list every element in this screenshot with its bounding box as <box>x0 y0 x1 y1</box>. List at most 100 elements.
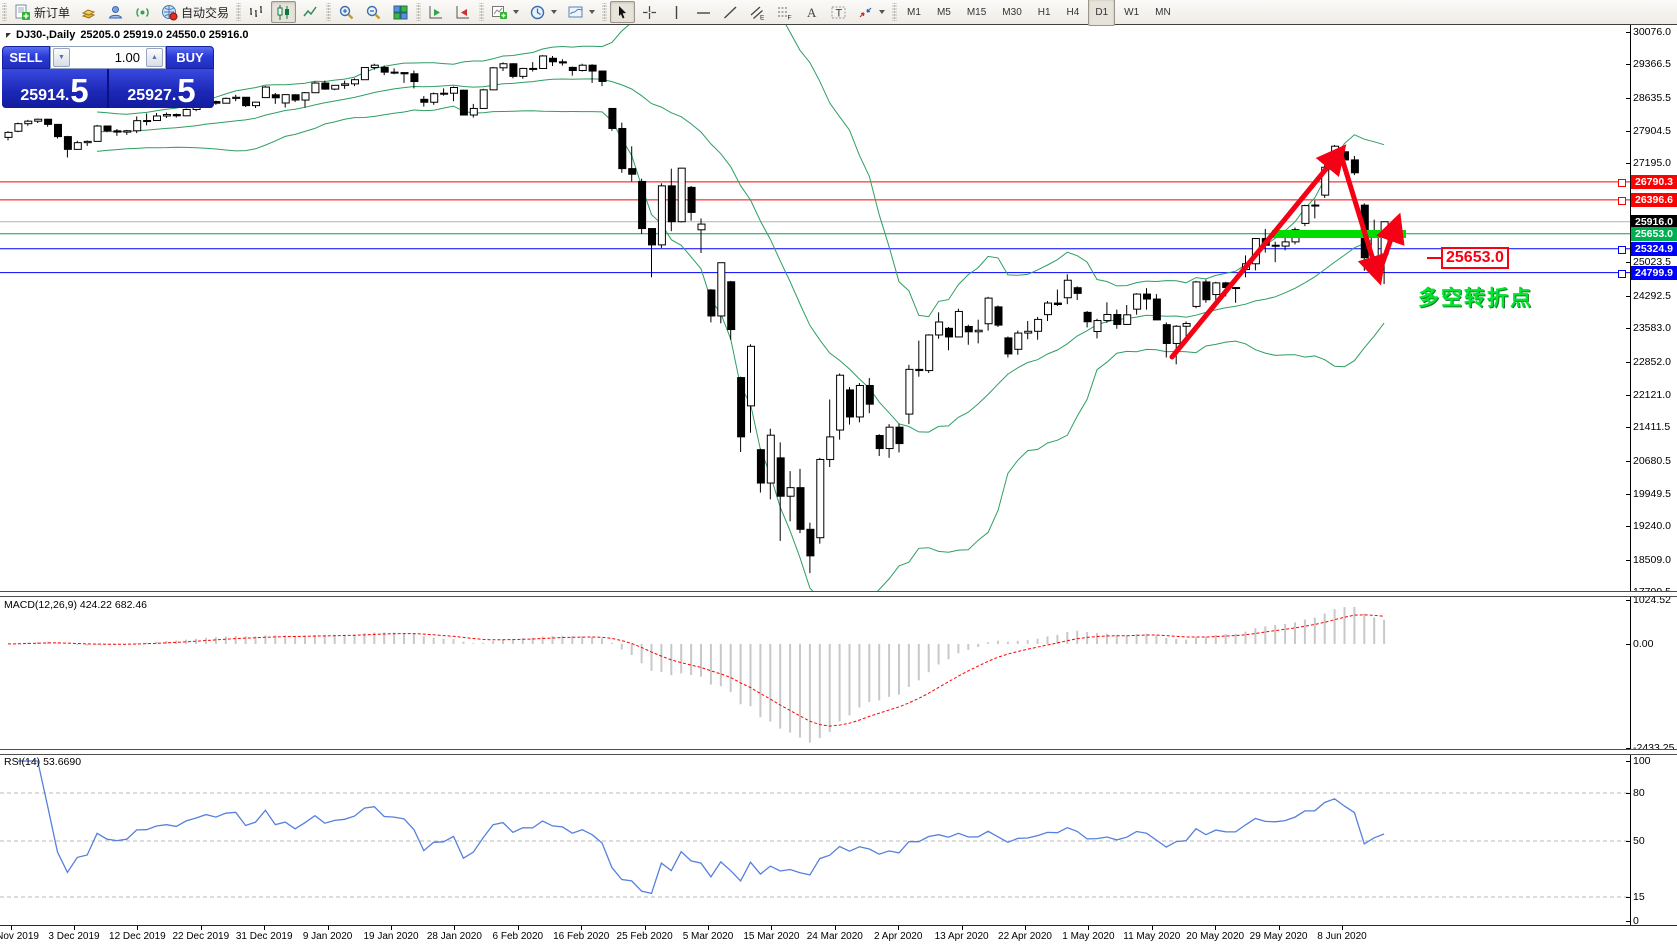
axis-tick <box>1626 328 1631 330</box>
tool-zoom-in-button[interactable] <box>334 1 359 23</box>
tool-signal-button[interactable] <box>130 1 155 23</box>
price-tag-25916.0[interactable]: 25916.0 <box>1631 214 1677 229</box>
dropdown-arrow-icon[interactable] <box>551 10 558 14</box>
timeframe-mn-button[interactable]: MN <box>1155 6 1171 18</box>
sell-button[interactable]: SELL <box>2 46 50 69</box>
tool-arrows-button[interactable] <box>853 1 889 23</box>
price-tag-26396.6[interactable]: 26396.6 <box>1631 192 1677 207</box>
macd-pane[interactable]: MACD(12,26,9) 424.22 682.46 <box>0 596 1630 750</box>
tool-text-button[interactable]: A <box>799 1 824 23</box>
tool-indicators-button[interactable] <box>487 1 523 23</box>
tool-history-book-button[interactable] <box>76 1 101 23</box>
trendline-icon <box>724 5 737 19</box>
toolbar-grip[interactable] <box>602 3 608 21</box>
timeframe-w1-button[interactable]: W1 <box>1124 6 1140 18</box>
timeframe-m15-button[interactable]: M15 <box>966 6 987 18</box>
toolbar-group-3 <box>423 0 477 24</box>
tool-chart-shift-button[interactable] <box>451 1 476 23</box>
tool-vertical-line-button[interactable] <box>664 1 689 23</box>
tool-new-order-button[interactable]: 新订单 <box>10 1 74 23</box>
axis-tick <box>1626 748 1631 749</box>
volume-box: ▼ 1.00 ▲ <box>50 46 166 69</box>
axis-tick <box>1626 163 1631 165</box>
date-label: 1 May 2020 <box>1062 931 1115 942</box>
tool-equidistant-channel-button[interactable]: E <box>745 1 770 23</box>
price-level-callout[interactable]: 25653.0 <box>1441 247 1509 269</box>
timeframe-h4-button[interactable]: H4 <box>1066 6 1080 18</box>
toolbar-grip[interactable] <box>416 3 422 21</box>
timeframe-m1-button[interactable]: M1 <box>907 6 921 18</box>
sell-price-display[interactable]: 25914. 5 <box>2 69 109 108</box>
hline-drag-handle[interactable] <box>1618 196 1626 205</box>
volume-decrease-button[interactable]: ▼ <box>53 48 70 67</box>
pane-splitter-macd[interactable] <box>0 591 1677 597</box>
rsi-label: RSI(14) 53.6690 <box>4 756 82 768</box>
timeframe-m5-button[interactable]: M5 <box>936 6 951 18</box>
zoom-in-icon <box>339 5 354 19</box>
toolbar-grip[interactable] <box>892 3 898 21</box>
price-tag-25324.9[interactable]: 25324.9 <box>1631 241 1677 256</box>
tool-zoom-out-button[interactable] <box>361 1 386 23</box>
hline-drag-handle[interactable] <box>1618 269 1626 278</box>
toolbar-grip[interactable] <box>479 3 485 21</box>
tool-line-chart-button[interactable] <box>298 1 323 23</box>
collapse-chart-icon[interactable] <box>6 32 11 38</box>
date-tick <box>200 926 202 930</box>
trend-arrow-annotation[interactable] <box>1169 144 1405 360</box>
tool-periods-button[interactable] <box>525 1 561 23</box>
price-tag-24799.9[interactable]: 24799.9 <box>1631 265 1677 280</box>
toolbar-grip[interactable] <box>2 3 7 21</box>
tool-cursor-button[interactable] <box>610 1 636 23</box>
toolbar-grip[interactable] <box>326 3 332 21</box>
tool-templates-button[interactable] <box>563 1 599 23</box>
date-label: 31 Dec 2019 <box>235 931 293 942</box>
bollinger-bands[interactable] <box>97 25 1385 592</box>
time-axis[interactable]: 25 Nov 2019 3 Dec 2019 12 Dec 2019 22 Dec 2… <box>0 925 1677 947</box>
tool-candlestick-button[interactable] <box>271 1 297 23</box>
pane-splitter-rsi[interactable] <box>0 749 1677 755</box>
timeframe-m30-button[interactable]: M30 <box>1002 6 1022 18</box>
date-label: 25 Feb 2020 <box>616 931 673 942</box>
date-label: 28 Jan 2020 <box>426 931 482 942</box>
rsi-pane[interactable]: RSI(14) 53.6690 <box>0 753 1630 924</box>
axis-tick-label: 1024.52 <box>1633 594 1671 607</box>
rsi-chart[interactable] <box>0 753 1630 924</box>
tool-auto-scroll-button[interactable] <box>424 1 449 23</box>
tool-tile-windows-button[interactable] <box>388 1 413 23</box>
tool-trendline-button[interactable] <box>718 1 743 23</box>
horizontal-line-icon <box>697 11 711 14</box>
tool-bar-chart-button[interactable] <box>244 1 269 23</box>
tool-auto-trading-button[interactable]: 自动交易 <box>157 1 233 23</box>
tool-fibonacci-button[interactable]: F <box>772 1 797 23</box>
timeframe-d1-button[interactable]: D1 <box>1088 0 1116 26</box>
volume-input[interactable]: 1.00 <box>114 50 140 65</box>
macd-chart[interactable] <box>0 596 1630 750</box>
toolbar-grip[interactable] <box>236 3 242 21</box>
price-tag-25653.0[interactable]: 25653.0 <box>1631 226 1677 241</box>
main-chart-pane[interactable]: DJ30-,Daily 25205.0 25919.0 24550.0 2591… <box>0 25 1630 592</box>
candles <box>4 55 1389 574</box>
timeframe-h1-button[interactable]: H1 <box>1037 6 1051 18</box>
buy-price-display[interactable]: 25927. 5 <box>109 69 214 108</box>
date-label: 22 Apr 2020 <box>998 931 1052 942</box>
hline-drag-handle[interactable] <box>1618 245 1626 254</box>
price-tag-26790.3[interactable]: 26790.3 <box>1631 174 1677 189</box>
dropdown-arrow-icon[interactable] <box>589 10 596 14</box>
tool-text-label-button[interactable]: T <box>826 1 851 23</box>
hline-drag-handle[interactable] <box>1618 178 1626 187</box>
text-icon: A <box>807 5 817 20</box>
dropdown-arrow-icon[interactable] <box>879 10 886 14</box>
tool-profile-button[interactable] <box>103 1 128 23</box>
volume-increase-button[interactable]: ▲ <box>146 48 163 67</box>
dropdown-arrow-icon[interactable] <box>513 10 520 14</box>
axis-tick-label: 100 <box>1633 755 1651 767</box>
tool-crosshair-button[interactable] <box>637 1 662 23</box>
bull-bear-turning-point-note[interactable]: 多空转折点 <box>1418 287 1533 310</box>
axis-tick-label: 20680.5 <box>1633 454 1671 467</box>
candlestick-chart[interactable] <box>0 25 1630 592</box>
tool-horizontal-line-button[interactable] <box>691 1 716 23</box>
axis-tick-label: 28635.5 <box>1633 91 1671 104</box>
buy-button[interactable]: BUY <box>166 46 214 69</box>
axis-tick <box>1626 295 1631 297</box>
